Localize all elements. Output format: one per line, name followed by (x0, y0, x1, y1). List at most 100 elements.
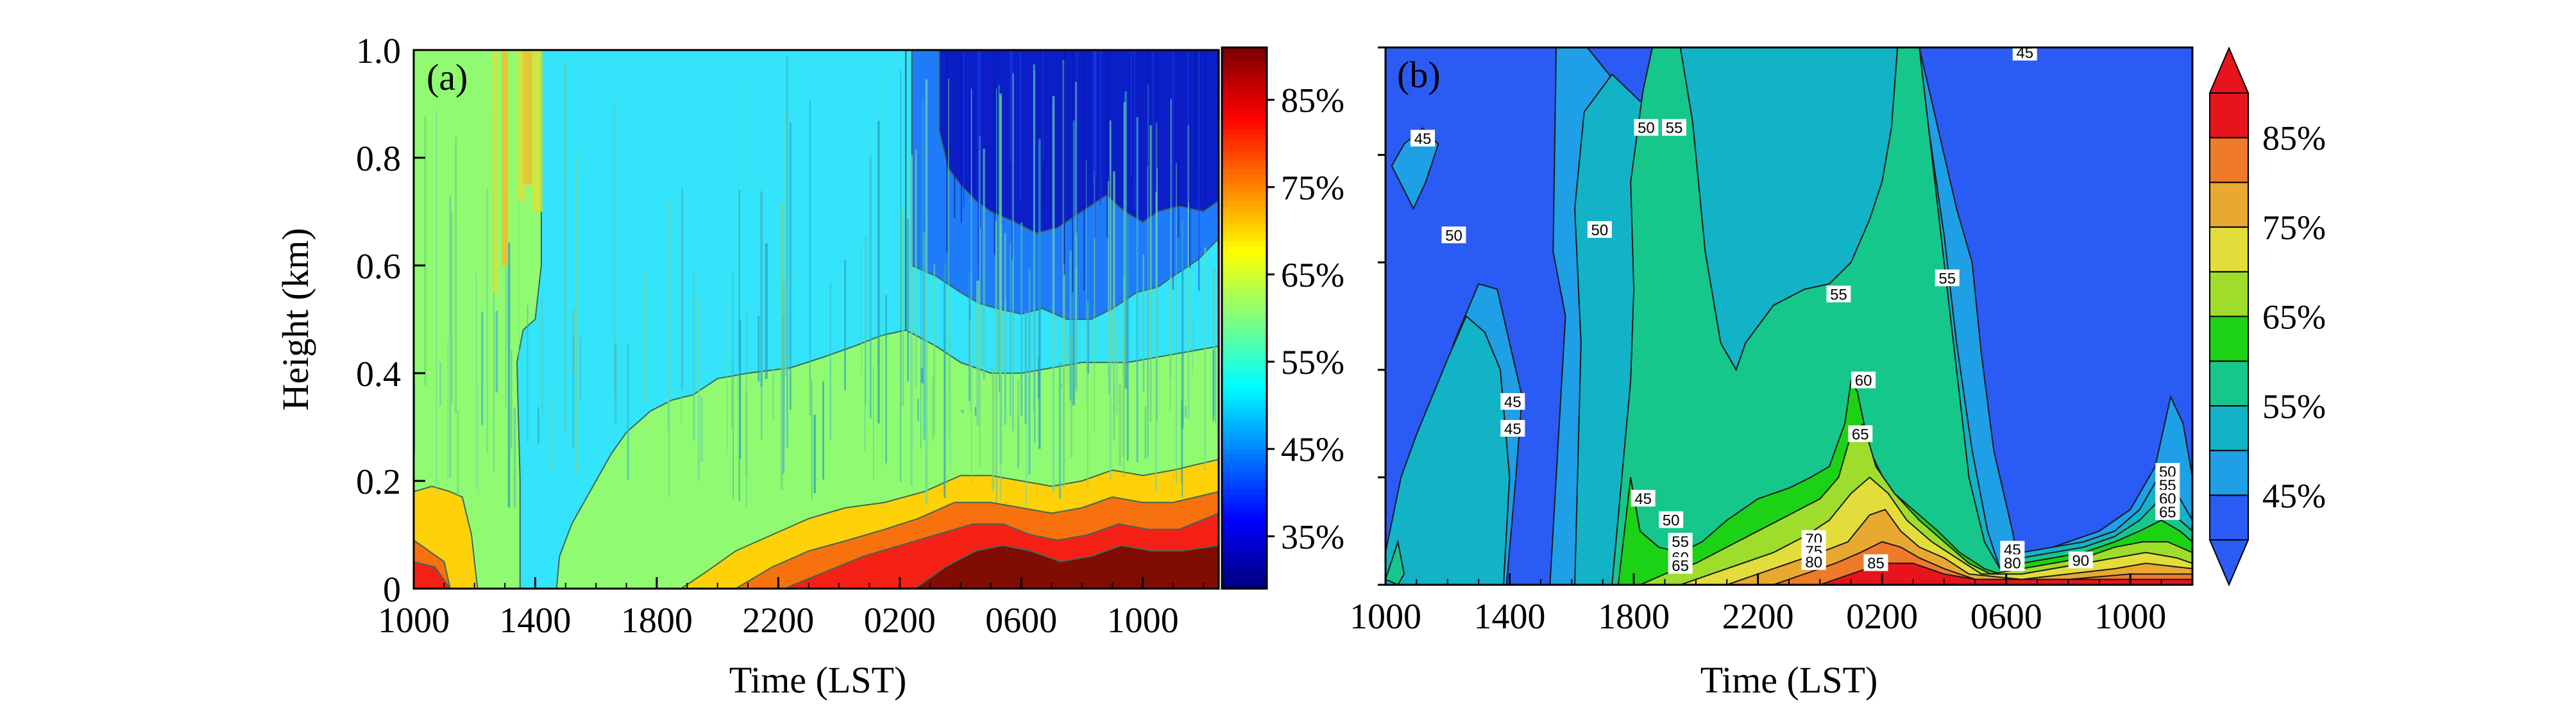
panel-b-xtick-label: 1400 (1474, 597, 1546, 637)
panel-b-colorbar-label: 45% (2262, 476, 2326, 515)
panel-a-colorbar-cell (1222, 47, 1267, 53)
panel-b-contour-label: 50 (1445, 227, 1462, 244)
panel-a-colorbar-cell (1222, 210, 1267, 215)
panel-a-colorbar-cell (1222, 128, 1267, 134)
panel-a-colorbar-cell (1222, 381, 1267, 387)
panel-a-colorbar-cell (1222, 358, 1267, 364)
panel-a-colorbar-cell (1222, 192, 1267, 197)
panel-b-xtick-label: 1000 (2094, 597, 2166, 637)
panel-a-colorbar-cell (1222, 259, 1267, 265)
panel-a-colorbar-cell (1222, 561, 1267, 567)
panel-a-colorbar-cell (1222, 323, 1267, 328)
panel-b-contour-label: 55 (1938, 270, 1956, 287)
panel-b-colorbar-label: 85% (2262, 119, 2326, 158)
panel-a-colorbar-cell (1222, 467, 1267, 473)
panel-a-colorbar-cell (1222, 101, 1267, 107)
panel-a-colorbar-cell (1222, 494, 1267, 500)
panel-a-colorbar-cell (1222, 79, 1267, 85)
panel-b-contour-label-bg (1863, 554, 1888, 571)
panel-a-streak (523, 50, 532, 185)
panel-a-colorbar-cell (1222, 462, 1267, 468)
panel-a-colorbar-cell (1222, 164, 1267, 170)
panel-a-colorbar-cell (1222, 408, 1267, 414)
panel-b-colorbar-cell (2209, 494, 2249, 541)
panel-a-colorbar-cell (1222, 83, 1267, 89)
panel-b-contour-label-bg (1659, 511, 1684, 528)
panel-b-contour-label-bg (1587, 221, 1612, 238)
panel-a-xtick-label: 1000 (1107, 601, 1179, 641)
panel-a-colorbar-cell (1222, 178, 1267, 183)
panel-b-xtick-label: 0600 (1970, 597, 2042, 637)
panel-a-colorbar-cell (1222, 268, 1267, 274)
panel-a-colorbar-cell (1222, 471, 1267, 477)
panel-a-colorbar-label: 65% (1281, 256, 1344, 294)
panel-a-colorbar-cell (1222, 507, 1267, 513)
panel-a-ytick-label: 0.6 (356, 247, 401, 287)
panel-a-colorbar-cell (1222, 579, 1267, 585)
panel-a-colorbar-cell (1222, 52, 1267, 58)
panel-b-contour-label: 65 (1852, 426, 1869, 443)
panel-a-colorbar-cell (1222, 88, 1267, 94)
panel-b-colorbar-cell (2209, 405, 2249, 451)
panel-a-ylabel: Height (km) (275, 228, 316, 410)
panel-a-colorbar-cell (1222, 273, 1267, 278)
panel-a-colorbar-cell (1222, 583, 1267, 589)
panel-a-colorbar-cell (1222, 124, 1267, 130)
panel-b-contour-label-bg (1851, 371, 1876, 389)
panel-a-colorbar-cell (1222, 115, 1267, 121)
panel-b-contour-label-bg (1848, 425, 1873, 442)
panel-a-colorbar-cell (1222, 349, 1267, 355)
panel-a-colorbar-cell (1222, 439, 1267, 445)
panel-a-colorbar-cell (1222, 367, 1267, 373)
panel-a-colorbar-cell (1222, 332, 1267, 337)
panel-b-contour-label: 80 (1805, 554, 1822, 571)
panel-b-contour-label: 45 (1504, 421, 1521, 438)
panel-a-colorbar-label: 75% (1281, 169, 1344, 207)
panel-a-colorbar-frame (1221, 46, 1268, 590)
panel-a-colorbar-cell (1222, 173, 1267, 179)
panel-b: 4550454550505545555560654550556065707580… (1350, 44, 2326, 701)
panel-a-colorbar-cell (1222, 146, 1267, 152)
panel-a-colorbar-cell (1222, 525, 1267, 531)
panel-a-colorbar-cell (1222, 70, 1267, 76)
panel-b-contour-label: 55 (1830, 286, 1847, 303)
panel-b-colorbar-cell (2209, 449, 2249, 496)
panel-a-colorbar-cell (1222, 133, 1267, 139)
panel-a-streak (532, 50, 543, 212)
panel-a-colorbar-cell (1222, 219, 1267, 224)
panel-b-contour-label: 55 (1666, 120, 1683, 137)
panel-a-colorbar-cell (1222, 110, 1267, 116)
panel-a-colorbar: 35% 45% 55% 65% 75% 85% (1221, 46, 1344, 590)
panel-a: 1000 1400 1800 2200 0200 0600 100000.20.40.60.… (275, 31, 1344, 701)
panel-b-contour-label: 45 (2016, 44, 2033, 62)
panel-b-xlabel: Time (LST) (1700, 659, 1878, 701)
panel-a-colorbar-cell (1222, 327, 1267, 333)
panel-b-contour-label: 50 (1638, 120, 1655, 137)
panel-a-colorbar-label: 85% (1281, 81, 1344, 120)
panel-a-colorbar-cell (1222, 575, 1267, 580)
panel-b-colorbar-label: 75% (2262, 208, 2326, 247)
panel-a-colorbar-cell (1222, 92, 1267, 98)
panel-b-colorbar-bottom-arrow (2208, 539, 2250, 587)
panel-a-colorbar-cell (1222, 255, 1267, 260)
panel-a-colorbar-cell (1222, 281, 1267, 287)
panel-a-xlabel: Time (LST) (729, 659, 907, 701)
panel-a-colorbar-cell (1222, 137, 1267, 143)
panel-b-label: (b) (1397, 54, 1441, 96)
panel-a-colorbar-cell (1222, 372, 1267, 378)
panel-a-colorbar-cell (1222, 498, 1267, 504)
panel-a-colorbar-cell (1222, 160, 1267, 165)
panel-a-ytick-label: 1.0 (356, 31, 401, 71)
panel-b-contour-label: 80 (2004, 555, 2021, 572)
panel-b-contour-label-bg (1500, 419, 1525, 437)
panel-b-contour-label-bg (2000, 554, 2025, 571)
panel-a-colorbar-cell (1222, 557, 1267, 562)
panel-a-xtick-label: 0200 (864, 601, 936, 641)
panel-a-colorbar-cell (1222, 65, 1267, 71)
panel-a-xtick-label: 1000 (378, 601, 450, 641)
panel-a-xtick-label: 1400 (499, 601, 571, 641)
panel-a-xtick-label: 0600 (985, 601, 1057, 641)
panel-a-colorbar-cell (1222, 539, 1267, 544)
panel-a-colorbar-cell (1222, 187, 1267, 193)
